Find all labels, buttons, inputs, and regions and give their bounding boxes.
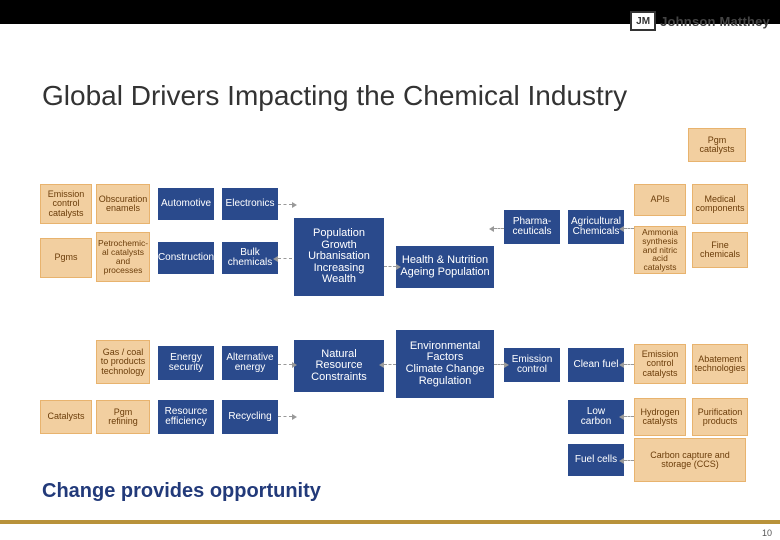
box-environmental-factors: Environmental Factors Climate Change Reg… bbox=[396, 330, 494, 398]
box-alternative-energy: Alternative energy bbox=[222, 346, 278, 380]
page-title: Global Drivers Impacting the Chemical In… bbox=[42, 80, 627, 112]
box-catalysts: Catalysts bbox=[40, 400, 92, 434]
box-construction: Construction bbox=[158, 242, 214, 274]
box-population-growth: Population Growth Urbanisation Increasin… bbox=[294, 218, 384, 296]
box-automotive: Automotive bbox=[158, 188, 214, 220]
box-hydrogen-catalysts: Hydrogen catalysts bbox=[634, 398, 686, 436]
box-apis: APIs bbox=[634, 184, 686, 216]
box-fuel-cells: Fuel cells bbox=[568, 444, 624, 476]
box-obscuration-enamels: Obscuration enamels bbox=[96, 184, 150, 224]
box-health-nutrition: Health & Nutrition Ageing Population bbox=[396, 246, 494, 288]
connector-arrow bbox=[624, 228, 634, 229]
connector-arrow bbox=[278, 204, 292, 205]
box-agricultural-chemicals: Agricultural Chemicals bbox=[568, 210, 624, 244]
connector-arrow bbox=[624, 460, 634, 461]
box-pgm-catalysts-top: Pgm catalysts bbox=[688, 128, 746, 162]
box-electronics: Electronics bbox=[222, 188, 278, 220]
connector-arrow bbox=[278, 258, 292, 259]
connector-arrow bbox=[384, 266, 396, 267]
box-ammonia-catalysts: Ammonia synthesis and nitric acid cataly… bbox=[634, 226, 686, 274]
slide: JM Johnson Matthey Global Drivers Impact… bbox=[0, 0, 780, 540]
page-number: 10 bbox=[762, 528, 772, 538]
bottom-bar bbox=[0, 520, 780, 524]
box-natural-resource: Natural Resource Constraints bbox=[294, 340, 384, 392]
box-gas-coal: Gas / coal to products technology bbox=[96, 340, 150, 384]
connector-arrow bbox=[278, 416, 292, 417]
tagline: Change provides opportunity bbox=[42, 480, 321, 503]
connector-arrow bbox=[624, 364, 634, 365]
box-recycling: Recycling bbox=[222, 400, 278, 434]
box-resource-efficiency: Resource efficiency bbox=[158, 400, 214, 434]
box-ccs: Carbon capture and storage (CCS) bbox=[634, 438, 746, 482]
connector-arrow bbox=[624, 416, 634, 417]
logo: JM Johnson Matthey bbox=[630, 2, 770, 40]
box-pgm-refining: Pgm refining bbox=[96, 400, 150, 434]
box-fine-chemicals: Fine chemicals bbox=[692, 232, 748, 268]
connector-arrow bbox=[494, 364, 504, 365]
box-petrochemical-catalysts: Petrochemic-al catalysts and processes bbox=[96, 232, 150, 282]
box-abatement-tech: Abatement technologies bbox=[692, 344, 748, 384]
box-pgms: Pgms bbox=[40, 238, 92, 278]
logo-text: Johnson Matthey bbox=[660, 14, 770, 29]
box-clean-fuel: Clean fuel bbox=[568, 348, 624, 382]
box-bulk-chemicals: Bulk chemicals bbox=[222, 242, 278, 274]
box-energy-security: Energy security bbox=[158, 346, 214, 380]
box-emission-control-catalysts-2: Emission control catalysts bbox=[634, 344, 686, 384]
box-emission-control: Emission control bbox=[504, 348, 560, 382]
box-purification-products: Purification products bbox=[692, 398, 748, 436]
box-emission-control-catalysts: Emission control catalysts bbox=[40, 184, 92, 224]
logo-initials-icon: JM bbox=[630, 11, 656, 31]
box-medical-components: Medical components bbox=[692, 184, 748, 224]
connector-arrow bbox=[278, 364, 292, 365]
connector-arrow bbox=[494, 228, 504, 229]
connector-arrow bbox=[384, 364, 396, 365]
box-low-carbon: Low carbon bbox=[568, 400, 624, 434]
box-pharmaceuticals: Pharma-ceuticals bbox=[504, 210, 560, 244]
